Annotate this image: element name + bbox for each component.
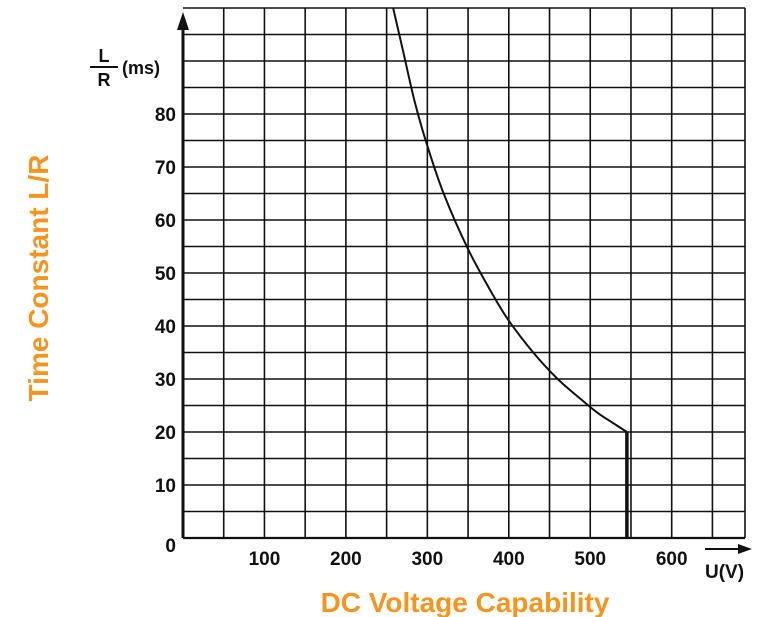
x-tick-label: 200 <box>330 549 362 570</box>
y-tick-label: 80 <box>155 105 176 126</box>
x-tick-label: 600 <box>656 549 688 570</box>
y-tick-label: 10 <box>155 476 176 497</box>
y-tick-label: 20 <box>155 423 176 444</box>
y-tick-label: 50 <box>155 264 176 285</box>
y-axis-title: Time Constant L/R <box>23 155 54 402</box>
y-tick-label: 30 <box>155 370 176 391</box>
y-tick-label: 40 <box>155 317 176 338</box>
y-tick-label: 60 <box>155 211 176 232</box>
y-unit-label: L R (ms) <box>90 46 160 90</box>
series <box>392 7 629 538</box>
grid <box>183 7 746 540</box>
x-tick-label: 300 <box>411 549 443 570</box>
axes <box>177 12 752 554</box>
x-axis-arrow-icon <box>738 544 752 554</box>
y-axis-arrow-icon <box>177 12 189 30</box>
y-unit-ms: (ms) <box>122 58 160 78</box>
x-tick-label: 400 <box>493 549 525 570</box>
x-tick-label: 100 <box>249 549 281 570</box>
y-tick-label: 0 <box>165 536 176 557</box>
y-tick-label: 70 <box>155 158 176 179</box>
series-line <box>392 7 628 433</box>
x-tick-label: 500 <box>574 549 606 570</box>
y-unit-denominator: R <box>98 70 111 90</box>
x-axis-title: DC Voltage Capability <box>321 587 610 617</box>
y-unit-numerator: L <box>99 46 110 66</box>
x-unit-label: U(V) <box>705 562 744 583</box>
tick-labels: 100 200 300 400 500 600 0 10 20 30 40 50 60 70 80 <box>155 105 688 570</box>
